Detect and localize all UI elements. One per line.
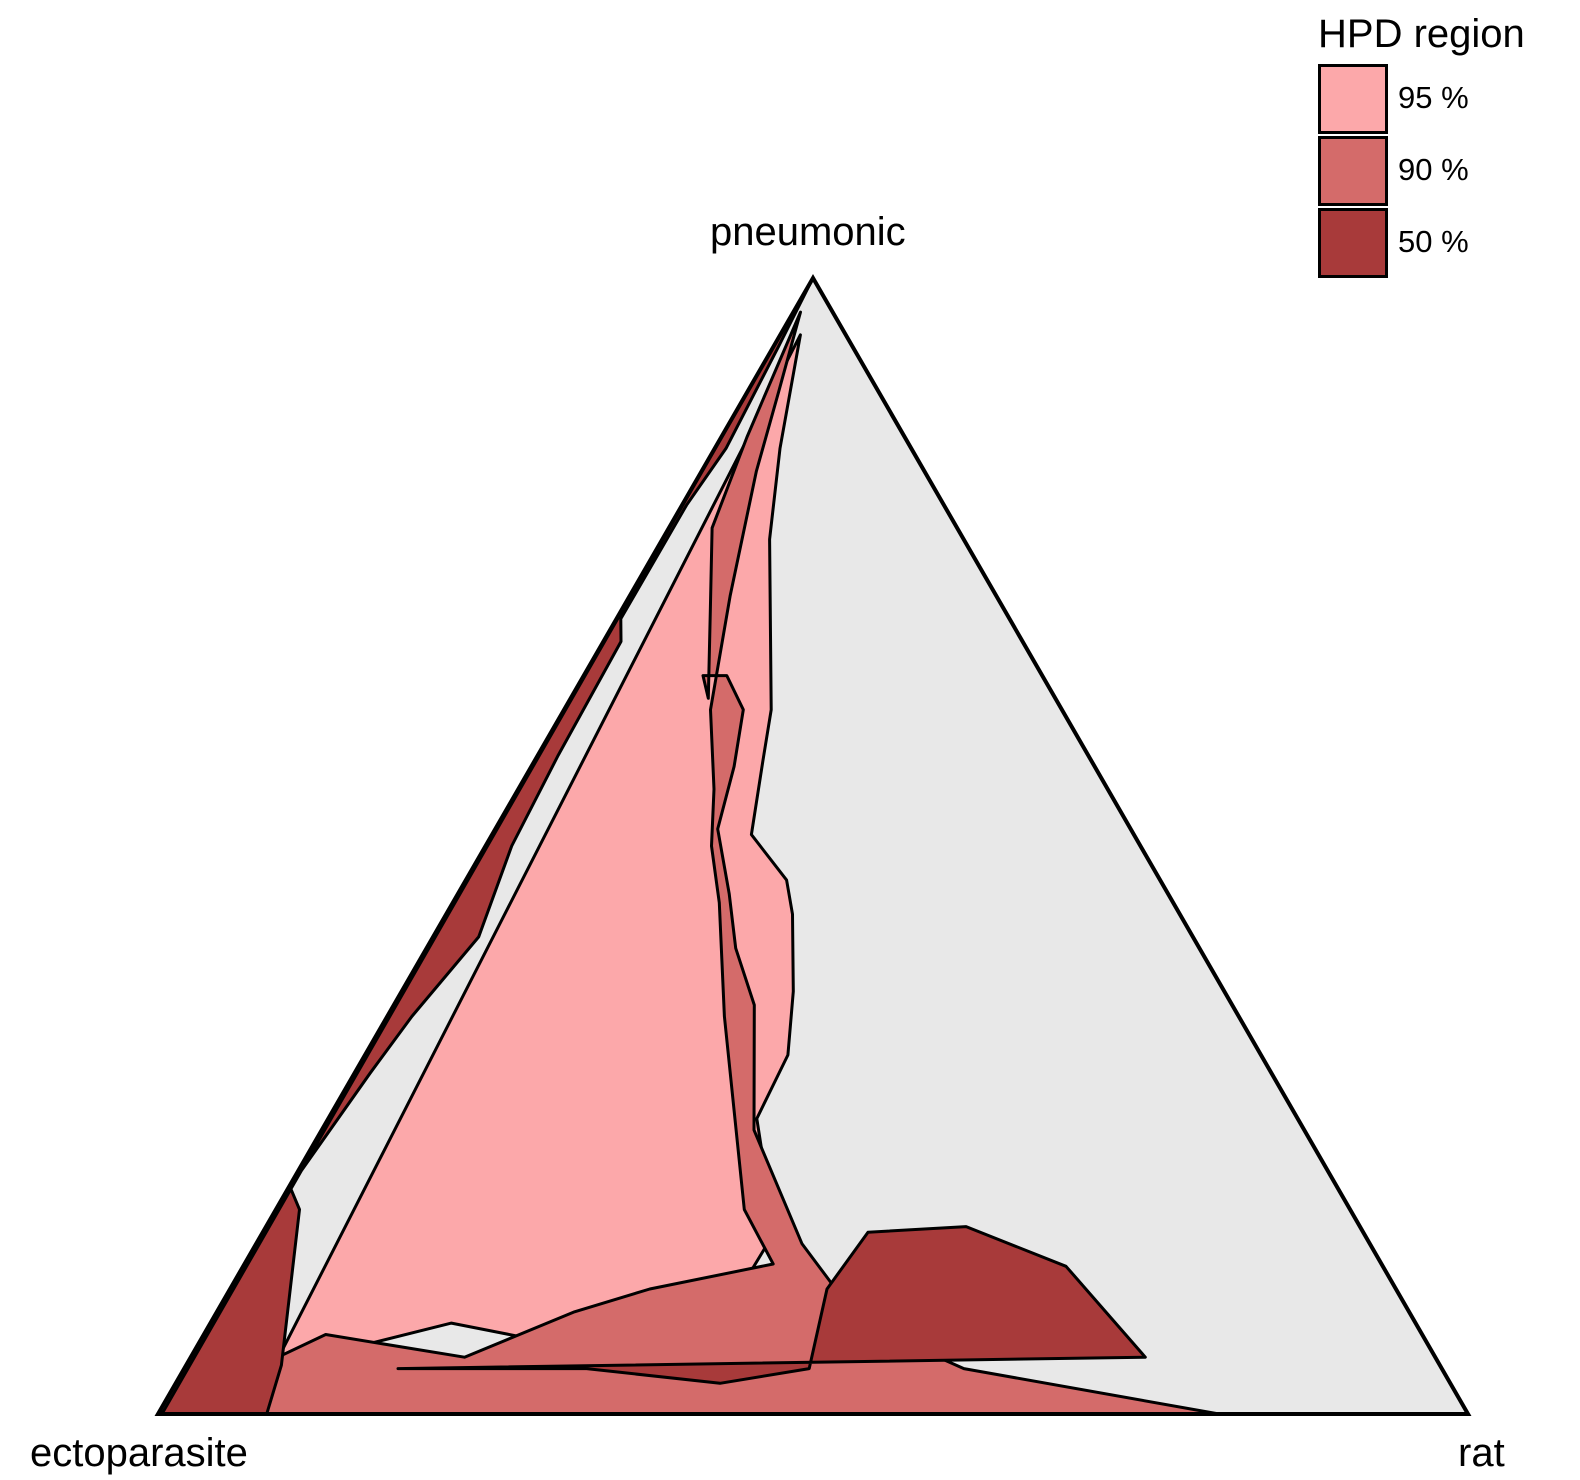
legend-item-95: 95 % (1318, 64, 1525, 136)
legend-swatch-50 (1318, 208, 1388, 278)
vertex-label-ectoparasite: ectoparasite (30, 1431, 248, 1475)
legend-label-50: 50 % (1398, 224, 1469, 259)
legend-title: HPD region (1318, 12, 1525, 56)
vertex-label-pneumonic: pneumonic (710, 210, 906, 254)
legend-swatch-90 (1318, 136, 1388, 206)
hpd-region-90-1 (156, 310, 1221, 1416)
legend-item-50: 50 % (1318, 208, 1525, 280)
legend-label-95: 95 % (1398, 80, 1469, 115)
legend-item-90: 90 % (1318, 136, 1525, 208)
legend-label-90: 90 % (1398, 152, 1469, 187)
legend-swatch-95 (1318, 64, 1388, 134)
ternary-border (154, 273, 1472, 1416)
legend: HPD region 95 % 90 % 50 % (1318, 14, 1525, 280)
vertex-label-rat: rat (1458, 1431, 1505, 1475)
hpd-region-50-3 (396, 1225, 1147, 1385)
